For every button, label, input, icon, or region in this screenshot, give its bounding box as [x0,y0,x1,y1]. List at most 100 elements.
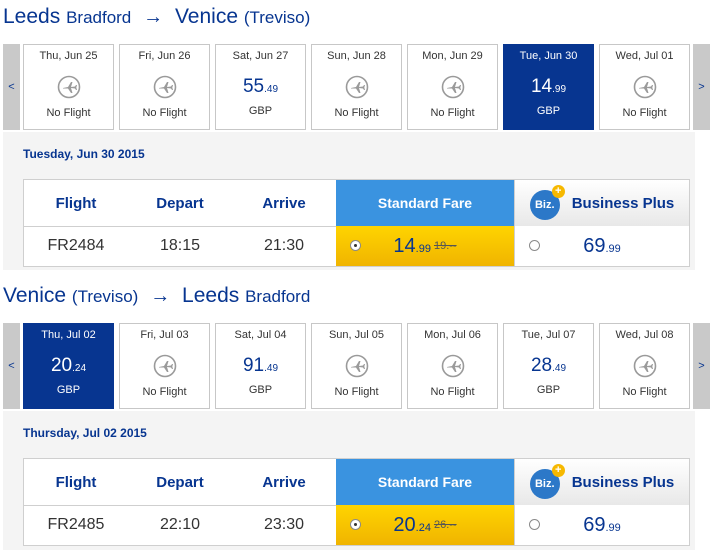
no-flight-plane-icon [153,354,177,378]
standard-fare-option[interactable]: 20.24 26.-- [336,505,514,545]
route-arrow: → [150,285,171,307]
standard-fare-radio[interactable] [350,240,361,251]
route-to-city: Venice [174,5,239,28]
date-label: Wed, Jul 01 [615,50,674,62]
inbound-flight-panel: Thursday, Jul 02 2015 Flight Depart Arri… [3,411,695,550]
date-card[interactable]: Sun, Jul 05 No Flight [311,323,402,409]
no-flight-label: No Flight [334,386,379,398]
business-plus-price: 69.99 [583,513,621,536]
date-label: Sat, Jun 27 [232,50,289,62]
business-plus-label: Business Plus [571,194,675,212]
depart-column-header: Depart [156,194,204,212]
no-flight-label: No Flight [142,107,187,119]
business-plus-label: Business Plus [571,473,675,491]
business-plus-option[interactable]: 69.99 [514,226,689,266]
date-card[interactable]: Mon, Jun 29 No Flight [407,44,498,130]
depart-time: 18:15 [159,237,201,254]
date-price: 28.49 [530,355,567,376]
business-plus-option[interactable]: 69.99 [514,505,689,545]
currency-label: GBP [248,105,273,117]
date-label: Tue, Jul 07 [521,329,576,341]
outbound-date-strip: < Thu, Jun 25 No Flight Fri, Jun 26 No F… [3,44,712,132]
route-to-airport: (Treviso) [243,8,311,27]
date-card[interactable]: Wed, Jul 01 No Flight [599,44,690,130]
date-card[interactable]: Tue, Jul 07 28.49 GBP [503,323,594,409]
no-flight-plane-icon [345,75,369,99]
currency-label: GBP [536,105,561,117]
business-plus-header[interactable]: Biz. + Business Plus [514,459,689,505]
business-plus-price: 69.99 [583,234,621,257]
date-card[interactable]: Fri, Jun 26 No Flight [119,44,210,130]
no-flight-plane-icon [345,354,369,378]
old-fare-price: 26.-- [433,519,457,531]
date-price: 20.24 [50,355,87,376]
depart-time: 22:10 [159,516,201,533]
no-flight-plane-icon [633,354,657,378]
route-from-city: Leeds [3,5,61,28]
no-flight-label: No Flight [430,386,475,398]
date-card[interactable]: Thu, Jun 25 No Flight [23,44,114,130]
prev-dates-button[interactable]: < [3,323,20,409]
inbound-date-strip: < Thu, Jul 02 20.24 GBP Fri, Jul 03 No F… [3,323,712,411]
date-label: Wed, Jul 08 [615,329,674,341]
date-price: 55.49 [242,76,279,97]
biz-plus-logo-icon: Biz. + [529,185,565,220]
outbound-route-title: Leeds Bradford → Venice (Treviso) [3,5,310,29]
date-card[interactable]: Sat, Jun 27 55.49 GBP [215,44,306,130]
flight-table: Flight Depart Arrive Standard Fare Biz. … [23,458,690,546]
no-flight-label: No Flight [622,386,667,398]
no-flight-label: No Flight [46,107,91,119]
flight-column-header: Flight [55,194,97,212]
no-flight-label: No Flight [622,107,667,119]
arrive-time: 21:30 [263,237,305,254]
date-card[interactable]: Fri, Jul 03 No Flight [119,323,210,409]
next-dates-button[interactable]: > [693,323,710,409]
prev-dates-button[interactable]: < [3,44,20,130]
depart-column-header: Depart [156,473,204,491]
date-card[interactable]: Wed, Jul 08 No Flight [599,323,690,409]
standard-fare-radio[interactable] [350,519,361,530]
business-plus-header[interactable]: Biz. + Business Plus [514,180,689,226]
standard-fare-option[interactable]: 14.99 19.-- [336,226,514,266]
standard-fare-header[interactable]: Standard Fare [336,459,514,505]
date-label: Sat, Jul 04 [234,329,287,341]
no-flight-label: No Flight [142,386,187,398]
date-label: Thu, Jun 25 [39,50,98,62]
date-label: Fri, Jun 26 [138,50,191,62]
flight-table: Flight Depart Arrive Standard Fare Biz. … [23,179,690,267]
standard-fare-header[interactable]: Standard Fare [336,180,514,226]
selected-date-heading: Tuesday, Jun 30 2015 [23,147,145,161]
route-arrow: → [143,6,164,28]
business-plus-radio[interactable] [529,240,540,251]
date-card[interactable]: Mon, Jul 06 No Flight [407,323,498,409]
route-from-city: Venice [3,284,67,307]
date-label: Sun, Jun 28 [327,50,386,62]
standard-fare-price: 20.24 [393,513,431,536]
biz-plus-logo-icon: Biz. + [529,464,565,499]
no-flight-plane-icon [57,75,81,99]
date-label: Mon, Jun 29 [422,50,483,62]
flight-number: FR2485 [47,516,105,533]
date-card-selected[interactable]: Tue, Jun 30 14.99 GBP [503,44,594,130]
selected-date-heading: Thursday, Jul 02 2015 [23,426,147,440]
next-dates-button[interactable]: > [693,44,710,130]
date-label: Tue, Jun 30 [519,50,578,62]
inbound-route-title: Venice (Treviso) → Leeds Bradford [3,284,310,308]
route-to-airport: Bradford [245,287,311,306]
date-card-selected[interactable]: Thu, Jul 02 20.24 GBP [23,323,114,409]
date-price: 14.99 [530,76,567,97]
no-flight-plane-icon [633,75,657,99]
route-from-airport: Bradford [66,8,132,27]
route-from-airport: (Treviso) [71,287,139,306]
arrive-column-header: Arrive [262,473,306,491]
date-card[interactable]: Sun, Jun 28 No Flight [311,44,402,130]
no-flight-label: No Flight [334,107,379,119]
flight-number: FR2484 [47,237,105,254]
no-flight-plane-icon [441,75,465,99]
business-plus-radio[interactable] [529,519,540,530]
flight-column-header: Flight [55,473,97,491]
date-label: Sun, Jul 05 [328,329,385,341]
arrive-time: 23:30 [263,516,305,533]
date-card[interactable]: Sat, Jul 04 91.49 GBP [215,323,306,409]
outbound-flight-panel: Tuesday, Jun 30 2015 Flight Depart Arriv… [3,132,695,270]
